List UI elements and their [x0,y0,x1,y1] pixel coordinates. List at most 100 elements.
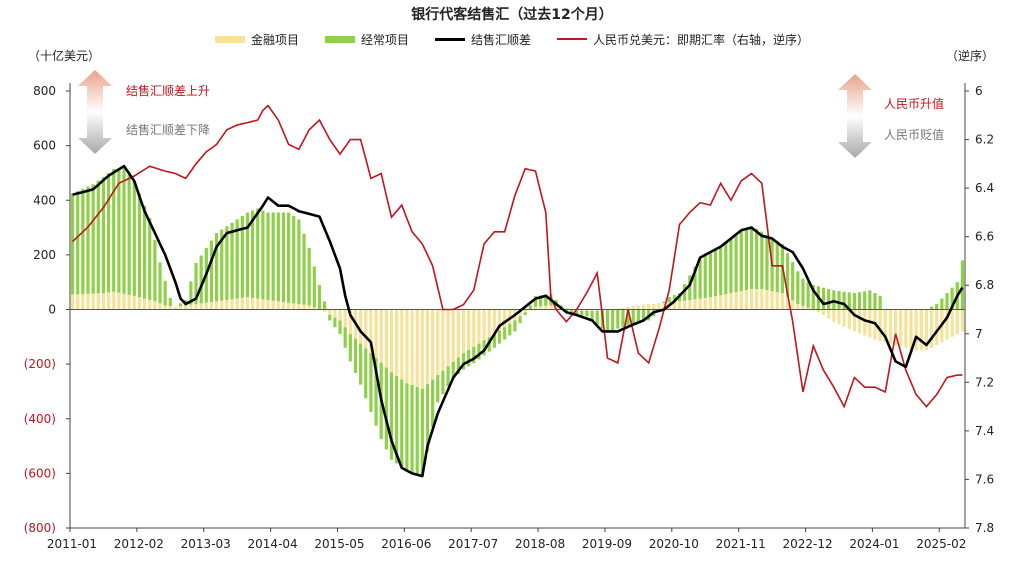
legend-swatch-rmb [557,38,588,40]
bar-financial [904,309,908,348]
bar-financial [199,303,203,310]
bar-current [621,309,625,328]
bar-current [137,193,142,298]
bar-financial [641,304,646,310]
bar-current [240,215,244,298]
bar-current [662,301,666,304]
bar-financial [81,294,85,310]
bar-financial [384,309,388,368]
legend-swatch-current [324,35,355,43]
left-tick-label: 200 [33,248,56,262]
bar-current [451,361,455,379]
bar-financial [132,295,136,310]
bar-financial [148,299,152,310]
bar-financial [785,296,790,310]
bar-financial [677,301,682,310]
bar-financial [76,294,80,310]
bar-financial [163,305,167,310]
bar-financial [487,309,491,338]
bar-current [544,294,548,306]
bar-current [672,295,676,302]
bar-financial [431,309,435,380]
bar-financial [508,309,512,324]
bar-financial [847,309,851,329]
bar-financial [441,309,445,371]
rmb-exchange-rate-line [72,104,963,409]
right-tick-label: 6.6 [975,230,994,244]
bar-current [729,238,733,294]
bar-financial [775,292,779,310]
x-tick-label: 2017-07 [448,537,498,551]
bar-current [641,309,646,322]
bar-current [302,233,306,305]
bar-current [605,310,610,333]
annotation-net-up: 结售汇顺差上升 [126,84,211,98]
bar-current [106,172,111,293]
bar-current [837,291,841,310]
bar-financial [245,297,250,310]
bar-financial [760,289,764,310]
bar-current [611,309,615,331]
annotation-rmb-down: 人民币贬值 [884,128,945,142]
bar-financial [178,306,183,310]
bar-financial [791,300,795,310]
bar-current [81,188,85,295]
bar-financial [719,295,723,310]
bar-financial [755,289,759,310]
down-arrow-icon [78,112,112,154]
bar-current [153,239,157,302]
bar-financial [395,309,399,376]
legend: 金融项目 经常项目 结售汇顺差 人民币兑美元：即期汇率（右轴，逆序） [0,30,1024,48]
bar-financial [173,306,178,310]
bar-current [863,291,867,310]
bar-financial [338,309,342,321]
bar-current [523,312,527,315]
bar-current [503,327,507,340]
bar-financial [631,306,635,310]
bar-current [122,168,126,294]
bar-financial [564,308,568,310]
bar-financial [446,309,450,367]
left-tick-label: 0 [48,303,56,317]
bar-financial [225,299,229,310]
bar-financial [312,307,316,310]
up-arrow-icon [78,70,112,112]
net-surplus-line [72,164,964,478]
bar-current [245,212,250,298]
bar-current [127,174,131,295]
x-tick-label: 2012-02 [114,537,164,551]
bar-financial [204,302,208,310]
bar-financial [281,301,286,310]
bar-financial [698,298,702,310]
bar-financial [863,309,867,336]
bar-current [374,357,378,426]
bar-financial [842,309,846,327]
bar-financial [868,309,872,338]
bar-current [827,289,831,310]
bar-financial [189,304,193,310]
bar-current [395,375,399,464]
bar-current [163,280,167,306]
legend-swatch-financial [214,35,245,43]
bar-current [364,348,368,399]
bar-current [477,343,481,360]
bar-current [631,309,635,325]
bar-current [569,309,574,313]
annotation-rmb-up: 人民币升值 [884,97,945,111]
bar-financial [359,309,363,344]
bar-financial [436,309,440,376]
bar-current [482,340,486,356]
bar-financial [914,309,918,351]
bar-current [276,212,280,302]
right-tick-label: 7.4 [975,424,994,438]
bar-current [857,292,862,310]
bar-current [287,212,291,303]
bar-current [168,297,172,307]
bar-financial [580,309,584,311]
bar-financial [533,306,538,310]
bar-current [317,284,322,310]
bar-financial [821,309,826,315]
bar-financial [888,309,893,344]
bar-financial [292,303,296,310]
